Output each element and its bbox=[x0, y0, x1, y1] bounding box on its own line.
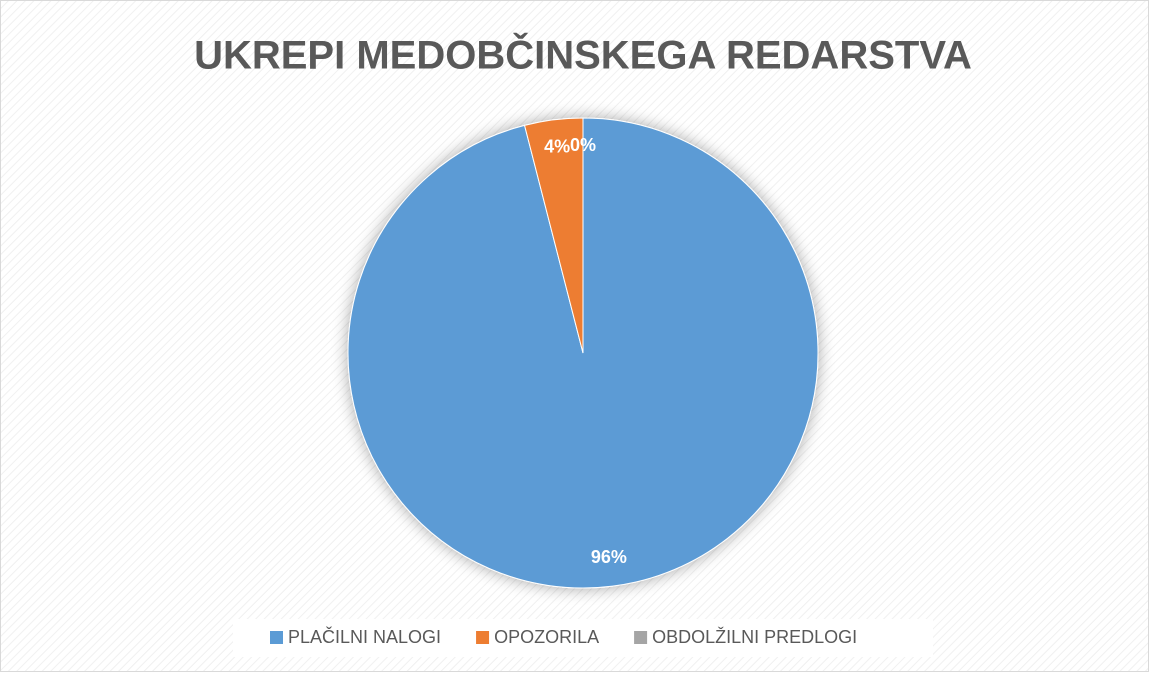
legend-label: OBDOLŽILNI PREDLOGI bbox=[652, 627, 857, 647]
data-label: 4% bbox=[544, 137, 570, 157]
legend-swatch bbox=[476, 631, 490, 644]
data-label: 0% bbox=[570, 135, 596, 155]
legend-swatch bbox=[634, 631, 648, 644]
pie-slice bbox=[523, 117, 584, 354]
legend-label: PLAČILNI NALOGI bbox=[288, 626, 441, 647]
chart-title: UKREPI MEDOBČINSKEGA REDARSTVA bbox=[194, 32, 972, 78]
legend-label: OPOZORILA bbox=[494, 627, 599, 647]
legend-swatch bbox=[270, 631, 283, 644]
legend-box bbox=[233, 619, 933, 657]
data-label: 96% bbox=[591, 547, 627, 567]
pie bbox=[347, 117, 819, 589]
